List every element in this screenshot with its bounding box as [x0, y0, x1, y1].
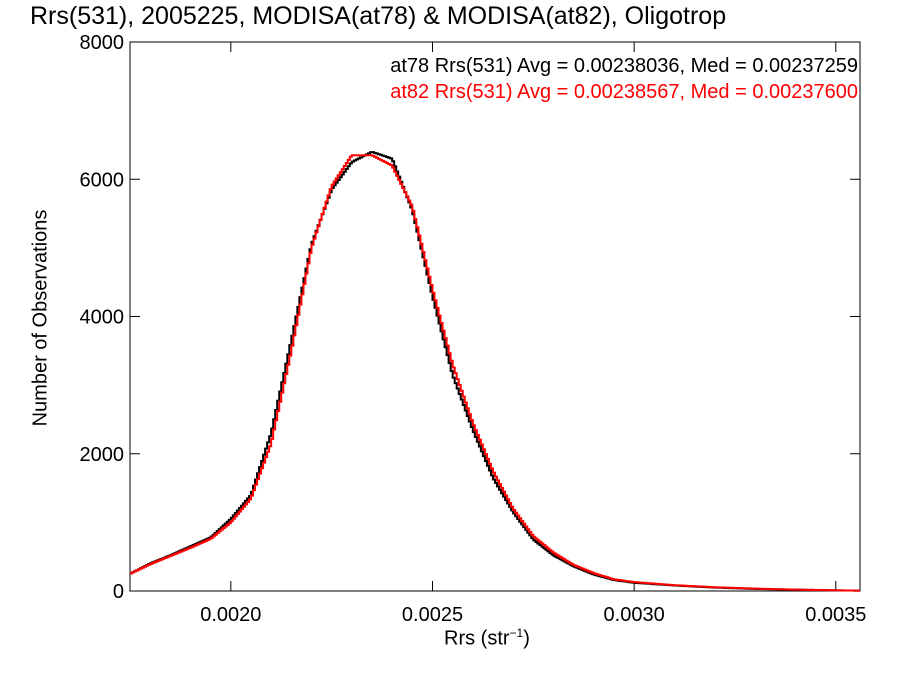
chart-title: Rrs(531), 2005225, MODISA(at78) & MODISA…	[30, 2, 727, 30]
x-tick-label: 0.0030	[604, 604, 665, 626]
y-axis-label: Number of Observations	[29, 209, 52, 427]
series-at78-histogram	[130, 151, 860, 592]
x-tick-label: 0.0035	[805, 604, 866, 626]
y-tick-label: 2000	[80, 444, 125, 466]
annotation-at78-stats: at78 Rrs(531) Avg = 0.00238036, Med = 0.…	[390, 55, 858, 77]
series-at82-histogram	[130, 154, 860, 592]
annotation-at82-stats: at82 Rrs(531) Avg = 0.00238567, Med = 0.…	[390, 81, 858, 103]
y-tick-label: 0	[113, 581, 124, 603]
x-tick-label: 0.0025	[402, 604, 463, 626]
y-tick-label: 4000	[80, 307, 125, 329]
y-tick-label: 8000	[80, 32, 125, 54]
y-tick-label: 6000	[80, 169, 125, 191]
x-tick-label: 0.0020	[200, 604, 261, 626]
x-axis-label: Rrs (str−1)	[444, 626, 530, 650]
